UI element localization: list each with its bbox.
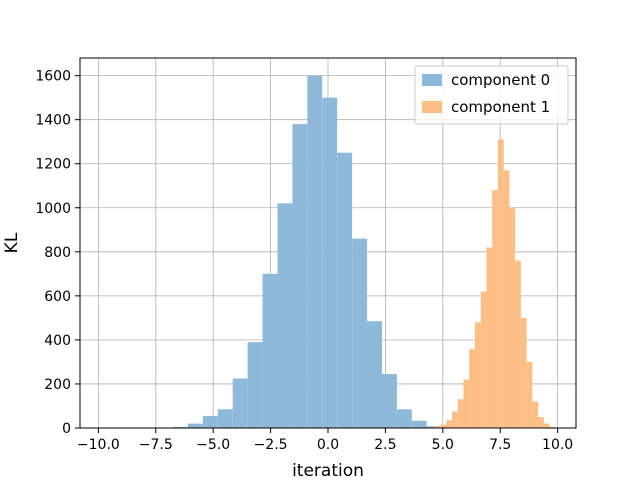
x-tick-label: −5.0	[196, 437, 230, 453]
y-axis-label: KL	[2, 232, 22, 253]
histogram-bar	[337, 152, 353, 428]
histogram-bar	[426, 426, 442, 428]
legend-swatch	[422, 101, 442, 113]
histogram-bar	[486, 247, 493, 428]
y-tick-label: 0	[62, 421, 71, 437]
legend-label: component 0	[451, 71, 550, 89]
histogram-bar	[440, 424, 447, 428]
histogram-bar	[515, 260, 521, 428]
histogram-bar	[292, 124, 308, 429]
histogram-bar	[352, 238, 368, 428]
histogram-bar	[503, 170, 510, 429]
y-tick-label: 1000	[35, 201, 71, 217]
x-tick-label: 2.5	[374, 437, 396, 453]
axis-ticks: −10.0 −7.5 −5.0 −2.5 0.0 2.5 5.0 7.5 10.0 0 200 400…	[35, 69, 573, 453]
legend-label: component 1	[451, 98, 550, 116]
histogram-bar	[247, 342, 263, 428]
histogram-bar	[480, 291, 487, 428]
histogram-bar	[262, 273, 278, 428]
x-tick-label: 5.0	[432, 437, 454, 453]
y-tick-label: 400	[44, 333, 71, 349]
histogram-bar	[452, 411, 458, 428]
histogram-bar	[232, 378, 248, 428]
histogram-bar	[543, 423, 550, 428]
legend-box	[414, 65, 569, 125]
histogram-bar	[532, 401, 539, 428]
histogram-bar	[497, 139, 504, 428]
histogram-bar	[509, 207, 516, 428]
x-tick-label: 7.5	[489, 437, 511, 453]
histogram-bar	[381, 374, 397, 428]
histogram-bar	[520, 317, 527, 428]
y-tick-label: 800	[44, 245, 71, 261]
x-tick-label: −7.5	[139, 437, 173, 453]
y-tick-label: 200	[44, 377, 71, 393]
histogram-bar	[187, 423, 203, 428]
histogram-bar	[492, 190, 498, 428]
histogram-bar	[549, 426, 556, 428]
x-axis-label: iteration	[292, 461, 364, 480]
histogram-bar	[173, 426, 188, 428]
histogram-bar	[322, 97, 338, 429]
histogram-bar	[446, 420, 452, 428]
histogram-bar	[538, 416, 544, 428]
histogram-bar	[217, 409, 233, 428]
histogram-bars	[98, 75, 562, 429]
histogram-bar	[469, 348, 475, 428]
legend: component 0 component 1	[414, 65, 569, 125]
histogram-bar	[307, 75, 323, 428]
x-tick-label: −10.0	[77, 437, 120, 453]
histogram-bar	[367, 321, 382, 428]
x-tick-label: 0.0	[317, 437, 339, 453]
histogram-bar	[457, 399, 464, 428]
histogram-bar	[411, 420, 427, 428]
histogram-bar	[202, 415, 218, 428]
x-tick-label: 10.0	[542, 437, 573, 453]
histogram-bar	[434, 426, 441, 428]
y-tick-label: 1400	[35, 113, 71, 129]
histogram-bar	[474, 322, 481, 428]
y-tick-label: 1200	[35, 157, 71, 173]
histogram-bar	[396, 409, 412, 428]
histogram-bar	[526, 361, 533, 428]
y-tick-label: 600	[44, 289, 71, 305]
x-tick-label: −2.5	[254, 437, 288, 453]
legend-swatch	[422, 74, 442, 86]
histogram-bar	[277, 203, 293, 428]
y-tick-label: 1600	[35, 69, 71, 85]
histogram-bar	[463, 379, 470, 428]
